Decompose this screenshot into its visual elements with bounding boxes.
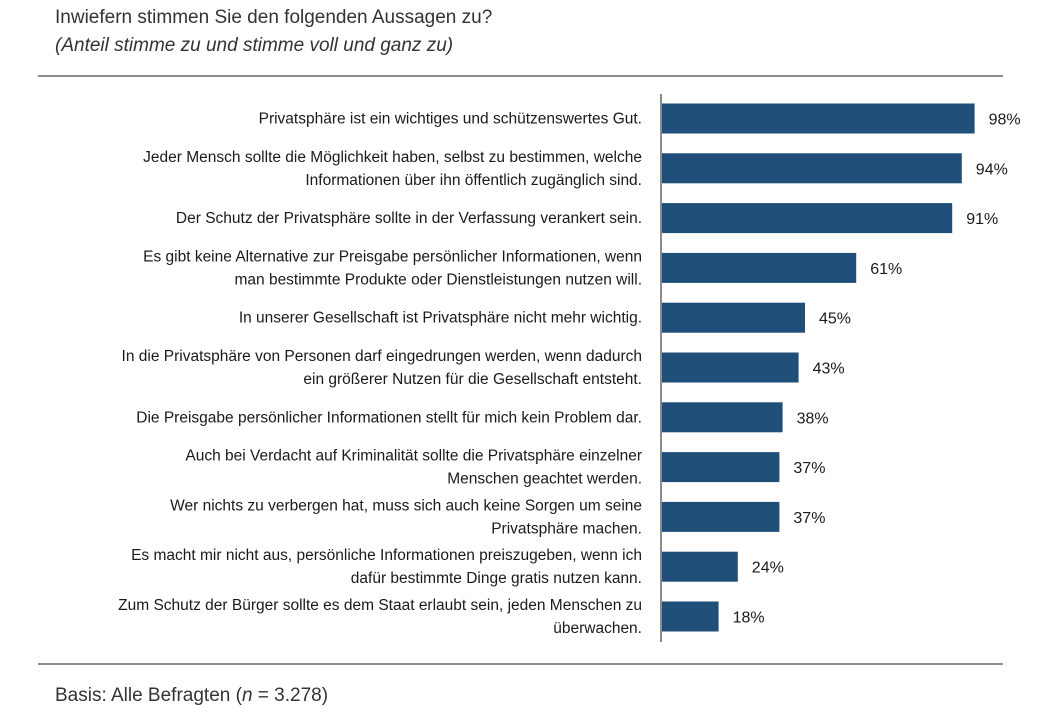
bar-9	[661, 501, 780, 532]
category-label-11: Zum Schutz der Bürger sollte es dem Staa…	[118, 597, 642, 637]
category-label-5: In unserer Gesellschaft ist Privatsphäre…	[239, 310, 642, 327]
category-label-3: Der Schutz der Privatsphäre sollte in de…	[176, 210, 642, 227]
category-label-line: man bestimmte Produkte oder Dienstleistu…	[234, 271, 642, 288]
bottom-divider	[38, 663, 1003, 665]
category-label-line: Wer nichts zu verbergen hat, muss sich a…	[170, 497, 642, 514]
bar-10	[661, 551, 738, 582]
value-label-4: 61%	[870, 261, 902, 278]
category-label-line: Menschen geachtet werden.	[447, 471, 642, 488]
value-label-11: 18%	[733, 610, 765, 627]
value-label-10: 24%	[752, 560, 784, 577]
category-label-line: In unserer Gesellschaft ist Privatsphäre…	[239, 310, 642, 327]
category-label-8: Auch bei Verdacht auf Kriminalität sollt…	[185, 448, 642, 488]
basis-n: n	[241, 685, 253, 706]
category-label-line: überwachen.	[553, 620, 642, 637]
value-label-7: 38%	[797, 410, 829, 427]
category-label-line: dafür bestimmte Dinge gratis nutzen kann…	[351, 570, 642, 587]
top-divider	[38, 75, 1003, 77]
category-label-line: Die Preisgabe persönlicher Informationen…	[136, 409, 642, 426]
bar-11	[661, 601, 719, 632]
chart-title: Inwiefern stimmen Sie den folgenden Auss…	[55, 7, 493, 28]
category-label-line: Privatsphäre machen.	[491, 520, 642, 537]
bar-6	[661, 352, 799, 383]
category-label-line: Jeder Mensch sollte die Möglichkeit habe…	[143, 149, 642, 166]
bar-7	[661, 402, 783, 433]
value-label-8: 37%	[793, 460, 825, 477]
category-label-line: Auch bei Verdacht auf Kriminalität sollt…	[185, 448, 642, 465]
value-label-3: 91%	[966, 211, 998, 228]
category-label-line: Es gibt keine Alternative zur Preisgabe …	[143, 248, 642, 265]
category-label-7: Die Preisgabe persönlicher Informationen…	[136, 409, 642, 426]
value-label-5: 45%	[819, 311, 851, 328]
basis-prefix: Basis: Alle Befragten (	[55, 685, 242, 706]
category-label-line: Informationen über ihn öffentlich zugäng…	[305, 172, 642, 189]
category-label-1: Privatsphäre ist ein wichtiges und schüt…	[259, 111, 642, 128]
bar-8	[661, 452, 780, 483]
value-label-6: 43%	[813, 361, 845, 378]
category-label-line: Der Schutz der Privatsphäre sollte in de…	[176, 210, 642, 227]
category-label-4: Es gibt keine Alternative zur Preisgabe …	[143, 248, 642, 288]
bar-chart: 98% Privatsphäre ist ein wichtiges und sc…	[118, 94, 1021, 642]
value-label-1: 98%	[989, 112, 1021, 129]
category-label-line: ein größerer Nutzen für die Gesellschaft…	[303, 371, 642, 388]
basis-footnote: Basis: Alle Befragten (n = 3.278)	[55, 685, 328, 707]
bar-3	[661, 203, 953, 234]
chart-subtitle: (Anteil stimme zu und stimme voll und ga…	[55, 35, 454, 56]
category-label-line: Es macht mir nicht aus, persönliche Info…	[131, 547, 642, 564]
value-label-9: 37%	[793, 510, 825, 527]
value-label-2: 94%	[976, 161, 1008, 178]
bar-4	[661, 252, 857, 283]
basis-suffix: = 3.278)	[252, 685, 329, 706]
category-label-6: In die Privatsphäre von Personen darf ei…	[122, 348, 642, 388]
bar-2	[661, 153, 962, 184]
category-label-9: Wer nichts zu verbergen hat, muss sich a…	[170, 497, 642, 537]
bar-1	[661, 103, 975, 134]
category-label-10: Es macht mir nicht aus, persönliche Info…	[131, 547, 642, 587]
bar-5	[661, 302, 805, 333]
category-label-line: Privatsphäre ist ein wichtiges und schüt…	[259, 111, 642, 128]
category-label-line: In die Privatsphäre von Personen darf ei…	[122, 348, 642, 365]
category-label-line: Zum Schutz der Bürger sollte es dem Staa…	[118, 597, 642, 614]
category-label-2: Jeder Mensch sollte die Möglichkeit habe…	[143, 149, 642, 189]
